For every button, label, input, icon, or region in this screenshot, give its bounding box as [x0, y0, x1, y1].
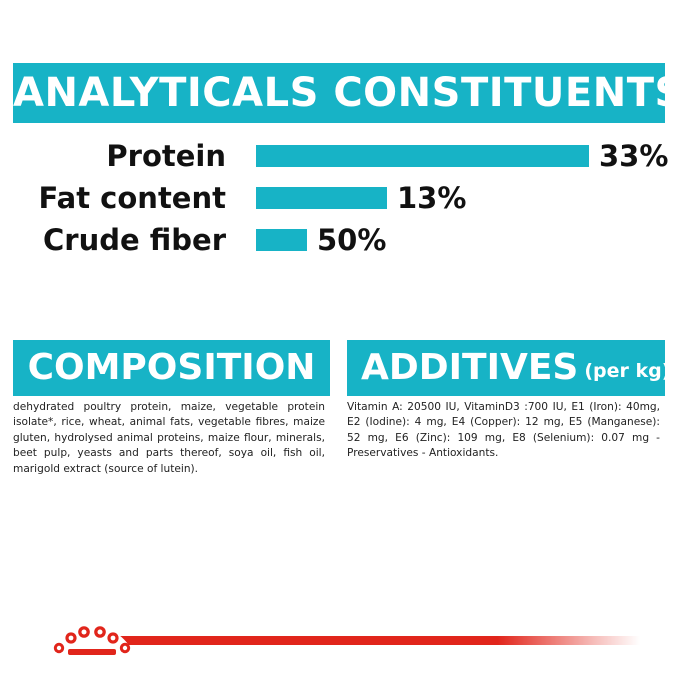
additives-title: ADDITIVES	[361, 347, 579, 388]
nutrient-label: Protein	[106, 139, 226, 173]
royal-canin-crown-icon	[50, 626, 134, 658]
nutrient-bar	[256, 145, 589, 167]
nutrient-row-protein: Protein 33%	[0, 136, 679, 176]
nutrient-percent: 13%	[397, 181, 467, 215]
nutrient-percent: 50%	[317, 223, 387, 257]
additives-title-suffix: (per kg)	[584, 360, 671, 382]
footer-red-line	[70, 636, 640, 645]
analytical-constituents-banner: ANALYTICALS CONSTITUENTS	[13, 63, 679, 123]
nutrient-bar	[256, 187, 387, 209]
nutrient-label: Fat content	[38, 181, 226, 215]
additives-text: Vitamin A: 20500 IU, VitaminD3 :700 IU, …	[347, 401, 660, 460]
nutrient-bar	[256, 229, 307, 251]
composition-text: dehydrated poultry protein, maize, veget…	[13, 401, 325, 475]
nutrient-label: Crude fiber	[43, 223, 226, 257]
nutrient-percent: 33%	[599, 139, 669, 173]
additives-banner: ADDITIVES (per kg)	[347, 340, 670, 396]
composition-banner: COMPOSITION	[13, 340, 330, 396]
nutrient-row-fat: Fat content 13%	[0, 178, 679, 218]
nutrient-row-fiber: Crude fiber 50%	[0, 220, 679, 260]
